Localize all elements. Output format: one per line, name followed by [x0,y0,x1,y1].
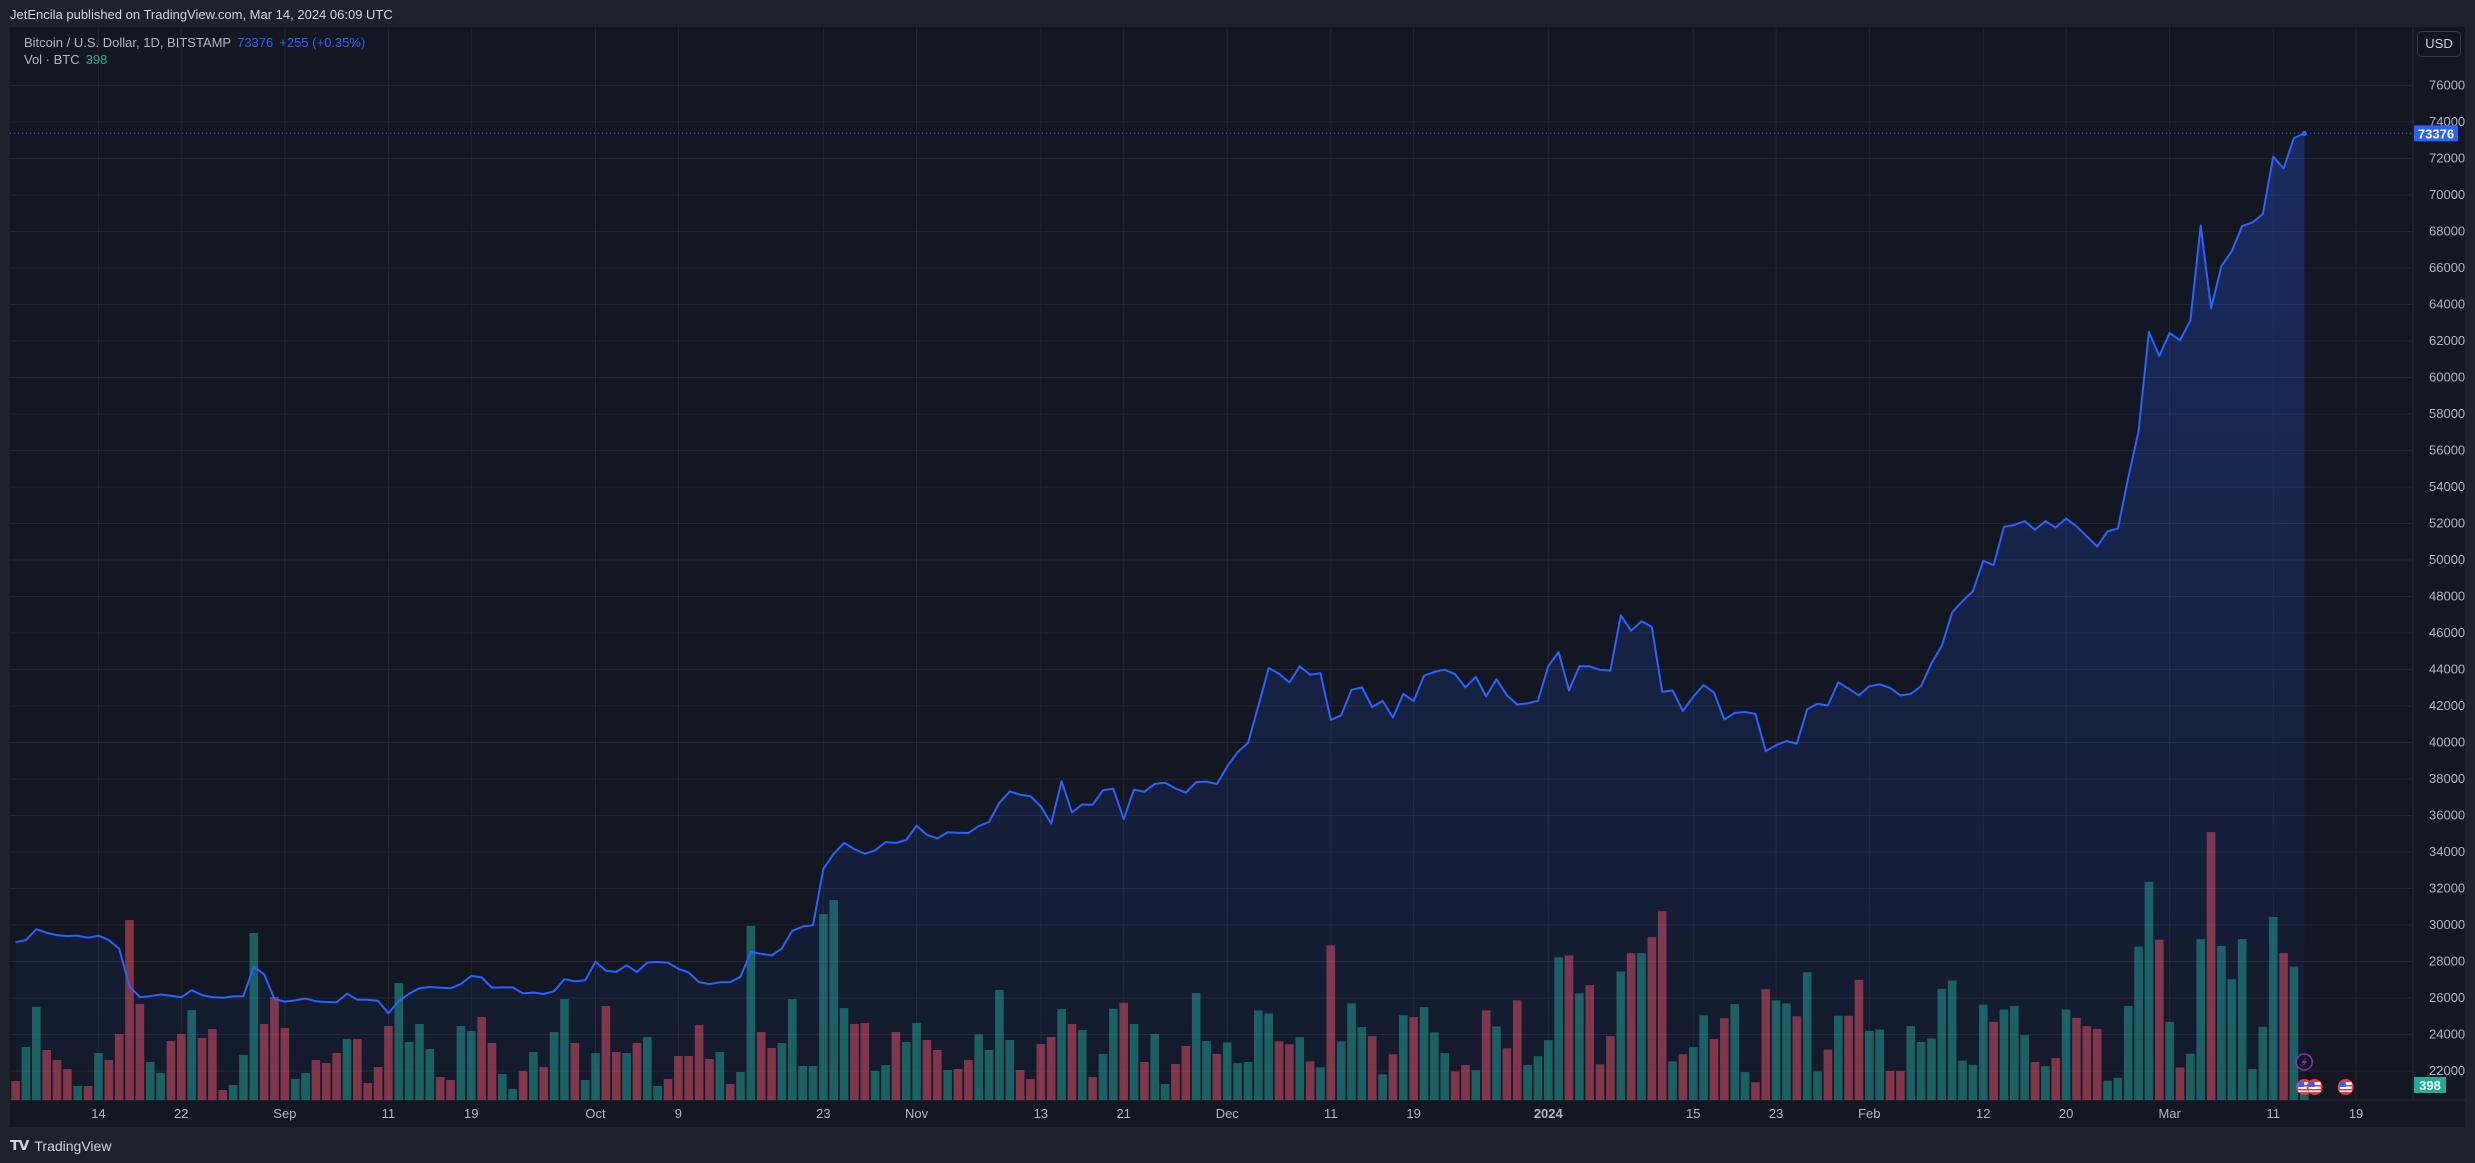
price-area-fill [15,133,2305,1100]
x-tick-label: 19 [1406,1106,1420,1121]
x-tick-label: 13 [1034,1106,1048,1121]
lightning-bolt-icon [2301,1057,2308,1067]
x-tick-label: 23 [1769,1106,1783,1121]
flag-stripe [2298,1089,2311,1091]
x-tick-label: 12 [1976,1106,1990,1121]
y-tick-label: 70000 [2429,187,2465,202]
publisher-caption: JetEncila published on TradingView.com, … [10,7,393,22]
x-tick-label: 21 [1116,1106,1130,1121]
last-price-marker [2301,130,2307,136]
y-tick-label: 48000 [2429,589,2465,604]
x-tick-label: 2024 [1534,1106,1564,1121]
flag-canton [2308,1082,2315,1087]
x-tick-label: 14 [91,1106,105,1121]
x-tick-label: 11 [1324,1106,1338,1121]
y-tick-label: 58000 [2429,406,2465,421]
y-tick-label: 60000 [2429,370,2465,385]
y-tick-label: 24000 [2429,1027,2465,1042]
x-tick-label: Sep [273,1106,296,1121]
symbol-legend[interactable]: Bitcoin / U.S. Dollar, 1D, BITSTAMP 73376… [24,35,365,50]
y-tick-label: 72000 [2429,151,2465,166]
last-price-tag-label: 73376 [2418,126,2454,141]
y-tick-label: 50000 [2429,552,2465,567]
symbol-name: Bitcoin / U.S. Dollar, 1D, BITSTAMP [24,35,232,50]
x-tick-label: Nov [905,1106,929,1121]
price-change: +255 (+0.35%) [279,35,366,50]
y-tick-label: 74000 [2429,114,2465,129]
x-tick-label: 9 [675,1106,682,1121]
volume-label: Vol · BTC [24,52,80,67]
y-tick-label: 52000 [2429,516,2465,531]
y-tick-label: 36000 [2429,808,2465,823]
price-axis-scale[interactable] [2414,27,2465,1100]
volume-tag [2414,1077,2446,1093]
flag-stripe [2339,1089,2352,1091]
x-tick-label: Feb [1858,1106,1880,1121]
tradingview-logo-icon: 𝗧𝗩 [10,1137,29,1153]
y-tick-label: 42000 [2429,698,2465,713]
price-line[interactable] [15,132,2305,1015]
volume-tag-label: 398 [2419,1078,2441,1093]
top-bar: JetEncila published on TradingView.com, … [0,0,2475,27]
brand-name: TradingView [34,1137,112,1154]
currency-button[interactable]: USD [2417,31,2461,57]
bottom-bar [0,1127,2475,1163]
flag-stripe [2308,1089,2321,1091]
x-tick-label: Oct [585,1106,606,1121]
x-tick-label: 15 [1686,1106,1700,1121]
y-tick-label: 62000 [2429,333,2465,348]
tradingview-logo[interactable]: 𝗧𝗩 TradingView [10,1137,111,1154]
y-tick-label: 22000 [2429,1063,2465,1078]
flag-canton [2339,1082,2346,1087]
volume-value: 398 [85,52,108,67]
x-tick-label: 11 [382,1106,396,1121]
x-tick-label: 23 [816,1106,830,1121]
y-tick-label: 68000 [2429,224,2465,239]
y-tick-label: 44000 [2429,662,2465,677]
x-tick-label: 20 [2059,1106,2073,1121]
x-tick-label: 19 [464,1106,478,1121]
y-tick-label: 38000 [2429,771,2465,786]
last-price-tag [2414,125,2458,142]
x-tick-label: 22 [174,1106,188,1121]
x-tick-label: 19 [2349,1106,2363,1121]
flag-canton [2298,1082,2305,1087]
y-tick-label: 66000 [2429,260,2465,275]
x-tick-label: 11 [2266,1106,2280,1121]
x-tick-label: Dec [1216,1106,1240,1121]
volume-legend[interactable]: Vol · BTC 398 [24,52,107,67]
y-tick-label: 54000 [2429,479,2465,494]
price-chart[interactable]: 22000 24000 26000 28000 30000 32000 34000 36000… [10,27,2465,1127]
last-price: 73376 [237,35,274,50]
y-tick-label: 64000 [2429,297,2465,312]
y-tick-label: 46000 [2429,625,2465,640]
y-tick-label: 34000 [2429,844,2465,859]
y-tick-label: 28000 [2429,954,2465,969]
chart-pane[interactable]: 22000 24000 26000 28000 30000 32000 34000 36000… [10,27,2465,1127]
y-tick-label: 76000 [2429,78,2465,93]
x-tick-label: Mar [2158,1106,2181,1121]
y-tick-label: 30000 [2429,917,2465,932]
y-tick-label: 40000 [2429,735,2465,750]
y-tick-label: 32000 [2429,881,2465,896]
y-tick-label: 56000 [2429,443,2465,458]
y-tick-label: 26000 [2429,990,2465,1005]
